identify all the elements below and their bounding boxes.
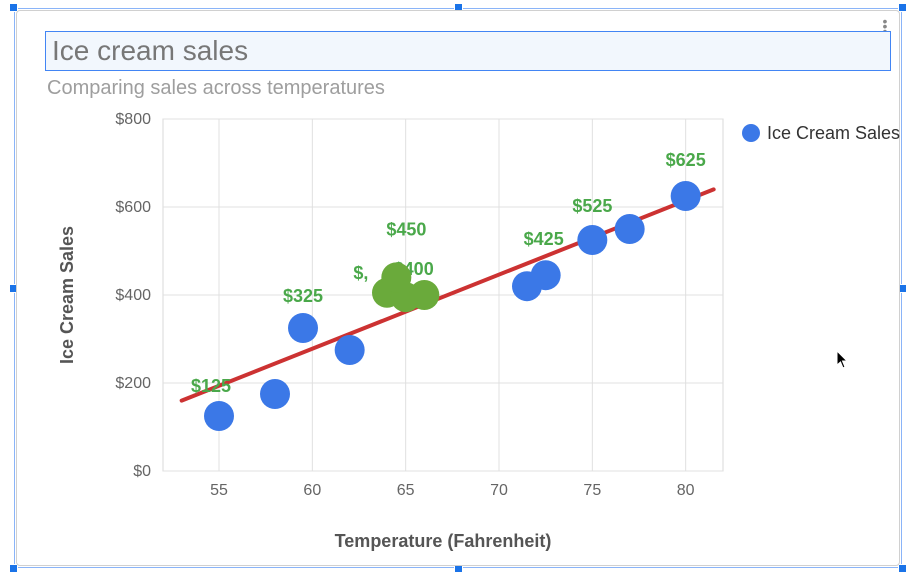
- data-point[interactable]: [335, 335, 365, 365]
- x-tick-label: 65: [397, 482, 415, 499]
- x-tick-label: 60: [303, 482, 321, 499]
- chart-title-input[interactable]: [45, 31, 891, 71]
- data-point[interactable]: [288, 313, 318, 343]
- data-label: $325: [283, 286, 323, 306]
- legend-marker-icon: [742, 124, 760, 142]
- y-axis-title: Ice Cream Sales: [57, 226, 77, 364]
- data-point[interactable]: [204, 401, 234, 431]
- scatter-chart-svg: $0 $200 $400 $600 $800 55 60 65 70 75 80 $125 $325 $4…: [43, 101, 903, 565]
- data-label: $125: [191, 376, 231, 396]
- data-point[interactable]: [577, 225, 607, 255]
- data-label: $425: [524, 229, 564, 249]
- data-label-truncated: $,: [353, 263, 368, 283]
- chart-subtitle: Comparing sales across temperatures: [47, 77, 385, 100]
- x-tick-label: 75: [583, 482, 601, 499]
- data-label: $525: [572, 196, 612, 216]
- y-tick-label: $400: [115, 287, 151, 304]
- data-point[interactable]: [671, 181, 701, 211]
- data-label: $450: [386, 219, 426, 239]
- y-tick-label: $200: [115, 375, 151, 392]
- x-axis-title: Temperature (Fahrenheit): [335, 531, 552, 551]
- y-tick-label: $800: [115, 111, 151, 128]
- y-tick-label: $0: [133, 463, 151, 480]
- chart-card: ••• Comparing sales across temperatures …: [16, 10, 900, 566]
- legend-label: Ice Cream Sales: [767, 123, 900, 143]
- data-point-highlight[interactable]: [409, 280, 439, 310]
- chart-plot[interactable]: $0 $200 $400 $600 $800 55 60 65 70 75 80 $125 $325 $4…: [43, 101, 903, 565]
- data-point[interactable]: [615, 214, 645, 244]
- data-point[interactable]: [260, 379, 290, 409]
- x-tick-label: 70: [490, 482, 508, 499]
- x-tick-label: 55: [210, 482, 228, 499]
- y-tick-label: $600: [115, 199, 151, 216]
- data-label: $625: [666, 150, 706, 170]
- x-tick-label: 80: [677, 482, 695, 499]
- resize-handle-bl[interactable]: [9, 564, 18, 573]
- resize-handle-br[interactable]: [898, 564, 907, 573]
- data-point-highlight[interactable]: [381, 262, 411, 292]
- data-point[interactable]: [531, 260, 561, 290]
- resize-handle-tr[interactable]: [898, 3, 907, 12]
